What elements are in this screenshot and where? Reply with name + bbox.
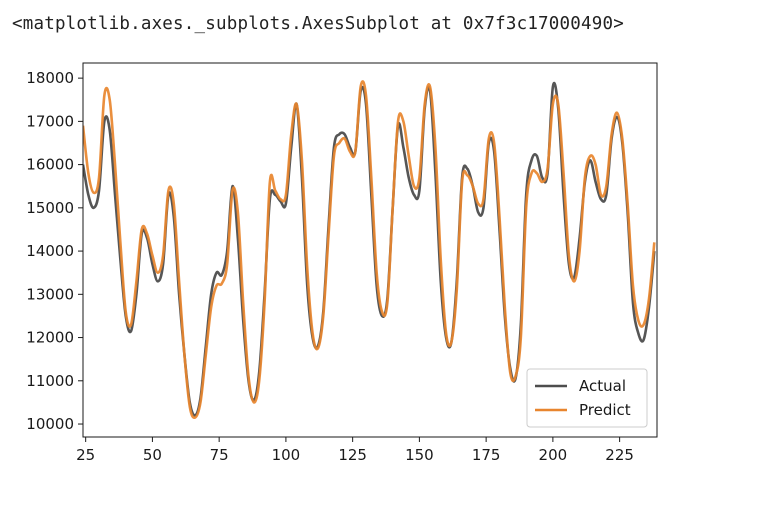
y-tick-label: 13000 bbox=[26, 285, 74, 303]
y-tick-label: 12000 bbox=[26, 329, 74, 347]
y-axis-ticks: 10000 11000 12000 13000 14000 15000 16000 17000… bbox=[26, 69, 83, 433]
series-line-predict bbox=[83, 81, 654, 417]
x-tick-label: 125 bbox=[338, 446, 367, 464]
x-tick-label: 50 bbox=[143, 446, 162, 464]
x-tick-label: 225 bbox=[605, 446, 634, 464]
x-tick-label: 200 bbox=[539, 446, 568, 464]
y-tick-label: 11000 bbox=[26, 372, 74, 390]
y-tick-label: 14000 bbox=[26, 242, 74, 260]
x-axis-ticks: 25 50 75 100 125 150 175 200 225 bbox=[76, 437, 634, 464]
legend-label-predict: Predict bbox=[579, 401, 631, 419]
y-tick-label: 10000 bbox=[26, 415, 74, 433]
y-tick-label: 15000 bbox=[26, 199, 74, 217]
x-tick-label: 75 bbox=[210, 446, 229, 464]
x-tick-label: 175 bbox=[472, 446, 501, 464]
x-tick-label: 25 bbox=[76, 446, 95, 464]
y-tick-label: 16000 bbox=[26, 156, 74, 174]
x-tick-label: 150 bbox=[405, 446, 434, 464]
x-tick-label: 100 bbox=[272, 446, 301, 464]
y-tick-label: 18000 bbox=[26, 69, 74, 87]
y-tick-label: 17000 bbox=[26, 112, 74, 130]
series-layer bbox=[83, 81, 654, 417]
legend-label-actual: Actual bbox=[579, 377, 626, 395]
legend: Actual Predict bbox=[527, 369, 647, 427]
